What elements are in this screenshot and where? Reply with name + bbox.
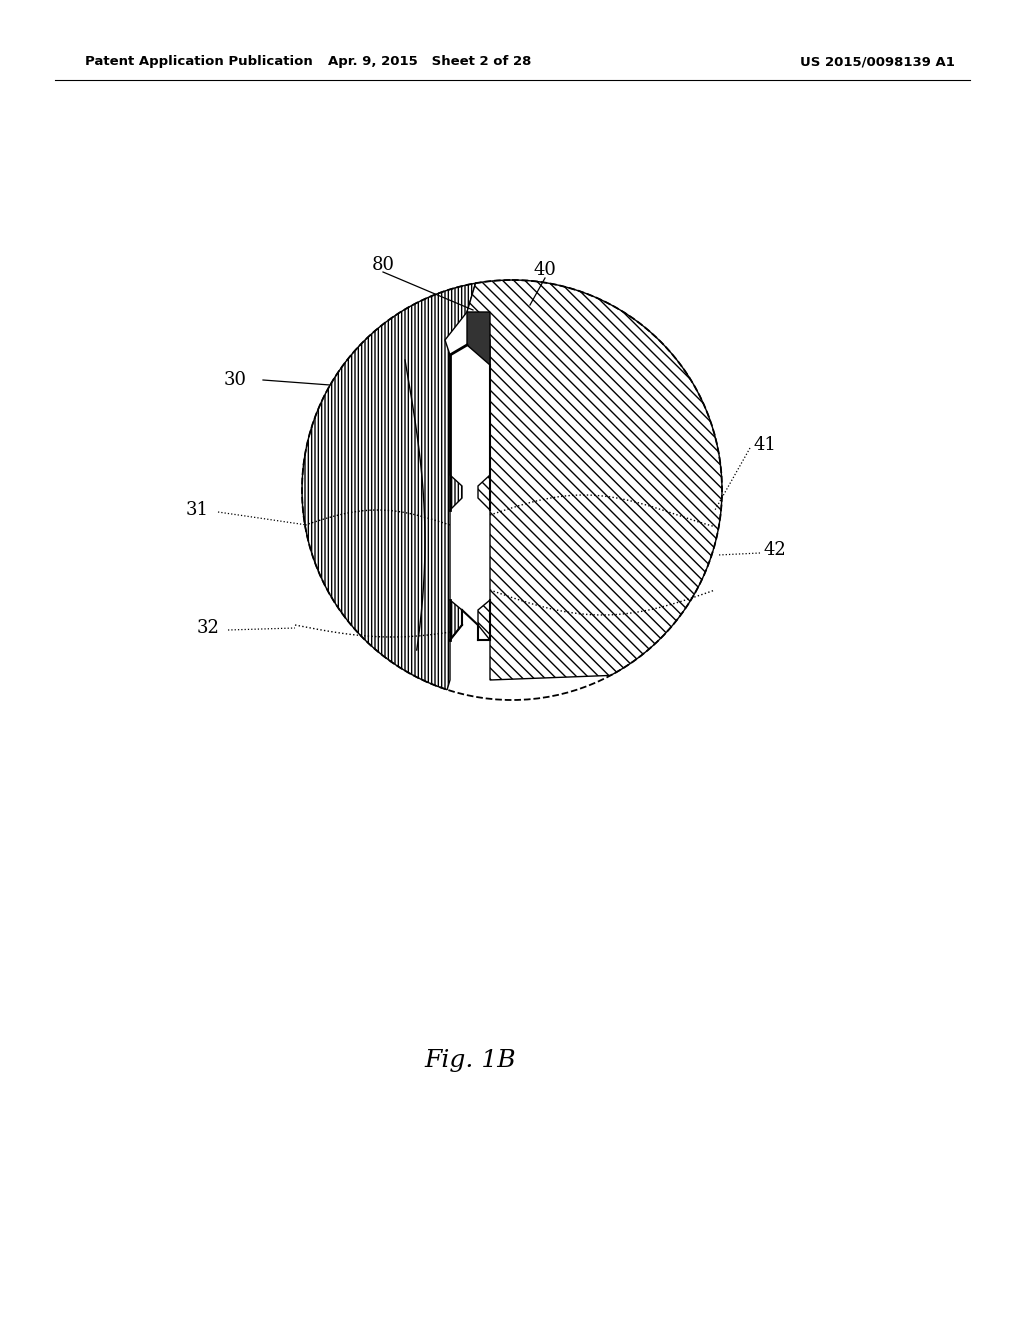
Text: 80: 80 bbox=[372, 256, 394, 275]
Polygon shape bbox=[302, 284, 475, 690]
Polygon shape bbox=[467, 312, 490, 366]
Text: 32: 32 bbox=[197, 619, 219, 638]
Text: 30: 30 bbox=[223, 371, 247, 389]
Text: 42: 42 bbox=[764, 541, 786, 558]
Polygon shape bbox=[467, 280, 722, 680]
Text: Patent Application Publication: Patent Application Publication bbox=[85, 55, 312, 69]
Text: Fig. 1B: Fig. 1B bbox=[424, 1048, 516, 1072]
Text: 40: 40 bbox=[534, 261, 556, 279]
Text: US 2015/0098139 A1: US 2015/0098139 A1 bbox=[800, 55, 954, 69]
Text: 41: 41 bbox=[754, 436, 776, 454]
Text: 31: 31 bbox=[185, 502, 209, 519]
Text: Apr. 9, 2015   Sheet 2 of 28: Apr. 9, 2015 Sheet 2 of 28 bbox=[329, 55, 531, 69]
